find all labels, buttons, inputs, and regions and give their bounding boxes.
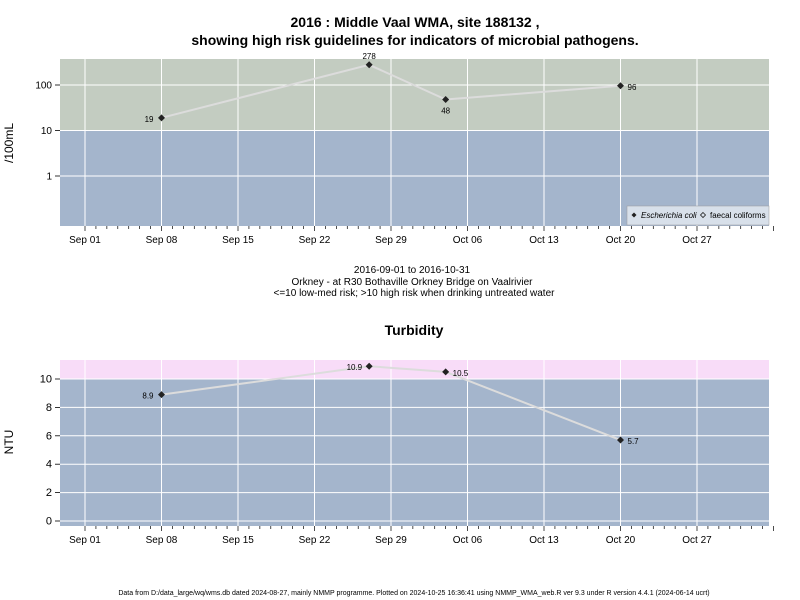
chart1-subtitle: showing high risk guidelines for indicat… xyxy=(191,32,638,48)
data-point xyxy=(442,368,450,376)
site-caption: Orkney - at R30 Bothaville Orkney Bridge… xyxy=(291,277,533,288)
series-line xyxy=(161,365,621,441)
y-tick-label: 10 xyxy=(41,126,53,137)
data-label: 5.7 xyxy=(628,437,640,446)
x-tick-label: Sep 29 xyxy=(375,235,407,246)
x-tick-label: Sep 08 xyxy=(146,535,178,546)
legend-faecal-marker xyxy=(699,211,707,219)
data-point xyxy=(158,114,165,122)
data-point xyxy=(365,362,373,370)
data-point xyxy=(158,391,165,399)
chart1-title: 2016 : Middle Vaal WMA, site 188132 , xyxy=(291,14,540,30)
chart2-y-axis-label: NTU xyxy=(2,430,16,455)
legend-ecoli-marker xyxy=(631,212,637,218)
high-risk-region xyxy=(60,59,769,131)
data-label: 278 xyxy=(362,52,376,61)
y-tick-label: 10 xyxy=(40,374,52,386)
data-point xyxy=(617,436,624,444)
x-tick-label: Sep 01 xyxy=(69,535,101,546)
risk-caption: <=10 low-med risk; >10 high risk when dr… xyxy=(274,288,556,299)
x-tick-label: Oct 20 xyxy=(606,535,636,546)
y-tick-label: 8 xyxy=(46,402,52,414)
x-tick-label: Oct 06 xyxy=(453,535,483,546)
legend-box xyxy=(626,205,770,226)
low-risk-region xyxy=(60,379,769,526)
y-tick-label: 6 xyxy=(46,430,52,442)
chart1-legend: Escherichia coli faecal coliforms xyxy=(626,205,770,226)
y-tick-label: 4 xyxy=(46,459,52,471)
data-label: 96 xyxy=(628,83,637,92)
data-label: 48 xyxy=(441,107,450,116)
x-tick-label: Sep 29 xyxy=(375,535,407,546)
x-tick-label: Oct 27 xyxy=(682,235,712,246)
data-label: 10.9 xyxy=(347,363,363,372)
data-point xyxy=(442,96,450,104)
data-label: 19 xyxy=(145,115,154,124)
x-tick-label: Oct 27 xyxy=(682,535,712,546)
chart1-plot: 1 10 100 Sep 01 Sep 08 Sep 15 Sep 22 Sep 29 Oct … xyxy=(35,52,774,246)
legend-faecal-label: faecal coliforms xyxy=(710,211,766,220)
x-tick-label: Sep 22 xyxy=(299,535,331,546)
x-tick-label: Oct 06 xyxy=(453,235,483,246)
legend-ecoli-label: Escherichia coli xyxy=(641,211,697,220)
x-tick-label: Sep 01 xyxy=(69,235,101,246)
data-point xyxy=(617,82,624,90)
chart1-y-axis-label: /100mL xyxy=(2,123,16,163)
data-label: 8.9 xyxy=(142,392,154,401)
x-tick-label: Oct 13 xyxy=(529,535,559,546)
y-tick-label: 100 xyxy=(35,81,52,92)
series-line xyxy=(161,63,621,119)
footer-note: Data from D:/data_large/wq/wms.db dated … xyxy=(118,590,709,597)
y-tick-label: 0 xyxy=(46,516,52,528)
chart2-plot: 0 2 4 6 8 10 Sep 01 Sep 08 Sep 15 Sep 22 Sep 29 Oct… xyxy=(40,360,774,546)
x-tick-label: Oct 13 xyxy=(529,235,559,246)
x-tick-label: Sep 08 xyxy=(146,235,178,246)
data-point xyxy=(365,61,373,69)
data-label: 10.5 xyxy=(453,369,469,378)
date-range-caption: 2016-09-01 to 2016-10-31 xyxy=(354,265,471,276)
x-tick-label: Sep 15 xyxy=(222,535,254,546)
y-tick-label: 2 xyxy=(46,487,52,499)
chart2-title: Turbidity xyxy=(385,322,444,338)
x-tick-label: Sep 22 xyxy=(299,235,331,246)
x-tick-label: Sep 15 xyxy=(222,235,254,246)
y-tick-label: 1 xyxy=(46,172,52,183)
x-tick-label: Oct 20 xyxy=(606,235,636,246)
